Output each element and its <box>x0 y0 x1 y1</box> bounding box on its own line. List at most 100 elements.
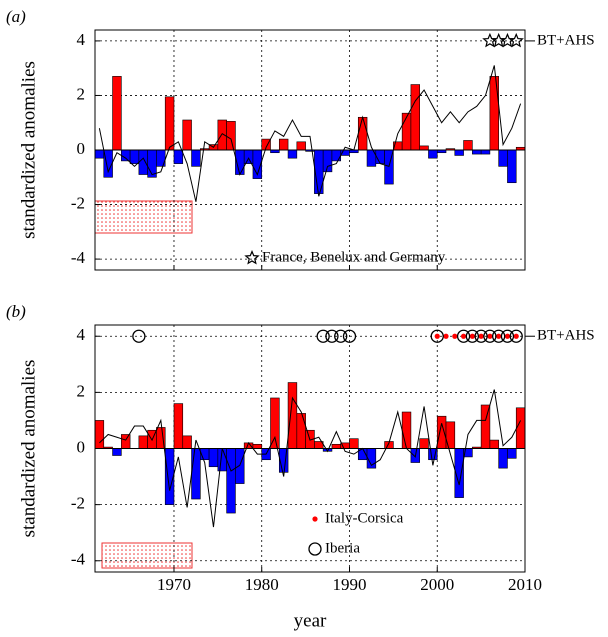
x-axis-label: year <box>294 610 327 631</box>
bar <box>507 448 517 459</box>
x-tick-label: 2010 <box>508 575 542 594</box>
bar <box>401 411 412 449</box>
bar <box>498 448 508 469</box>
bar <box>226 448 236 514</box>
dot-marker <box>460 333 467 339</box>
plot-frame <box>94 29 526 271</box>
star-marker <box>508 32 524 48</box>
dot-marker <box>443 333 449 339</box>
bar <box>243 149 254 164</box>
panel: 4 2 0 -2 -4 France, Benelux and Germany BT+AHS… <box>6 7 595 271</box>
bar <box>278 138 289 151</box>
x-tick-label: 1970 <box>157 575 191 594</box>
bar <box>270 397 280 449</box>
bar <box>235 448 245 484</box>
bar <box>498 149 508 167</box>
y-tick-label: -4 <box>71 248 86 267</box>
bar <box>208 448 219 468</box>
y-tick-label: 2 <box>77 84 86 103</box>
bar <box>410 84 420 151</box>
bar <box>129 149 140 164</box>
bar <box>182 435 192 449</box>
bar <box>112 448 122 456</box>
circle-marker <box>456 329 471 343</box>
y-axis-label: standardized anomalies <box>18 61 39 239</box>
y-tick-label: -2 <box>71 193 85 212</box>
bar <box>375 149 385 164</box>
bar <box>173 403 184 449</box>
y-tick-label: -2 <box>71 494 85 513</box>
bar <box>226 121 236 151</box>
anomaly-line <box>99 389 522 528</box>
bar <box>463 140 473 151</box>
circle-marker <box>342 329 357 343</box>
dot-marker <box>487 333 493 339</box>
bar <box>454 149 464 156</box>
plot-frame <box>94 324 526 573</box>
legend-label: Italy-Corsica <box>325 510 404 526</box>
y-tick-label: 2 <box>77 381 86 400</box>
circle-marker <box>474 329 488 343</box>
bar <box>507 149 517 184</box>
bar <box>164 96 175 151</box>
panel-label: (a) <box>6 7 26 26</box>
dot-marker <box>513 333 519 339</box>
legend-label: France, Benelux and Germany <box>262 249 446 265</box>
bar <box>173 149 184 164</box>
bar <box>480 404 491 449</box>
bar <box>252 443 263 449</box>
anomaly-line <box>98 65 522 202</box>
y-tick-label: 0 <box>77 139 86 158</box>
circle-marker <box>334 329 348 343</box>
circle-marker <box>465 329 479 343</box>
map-inset <box>94 200 193 234</box>
panel-label: (b) <box>6 302 26 321</box>
x-tick-label: 2000 <box>420 575 454 594</box>
legend-symbol <box>312 516 318 522</box>
bar <box>94 420 105 449</box>
map-inset <box>101 542 193 569</box>
bar <box>287 382 298 449</box>
bar <box>472 149 482 155</box>
bar <box>515 407 526 449</box>
legend-symbol <box>308 542 322 556</box>
x-tick-label: 1980 <box>245 575 279 594</box>
y-tick-label: 4 <box>77 325 86 344</box>
bar <box>296 141 306 151</box>
bar <box>322 149 333 173</box>
circle-marker <box>316 329 330 343</box>
bar <box>428 149 438 159</box>
circle-marker <box>483 329 497 343</box>
bar <box>164 448 175 505</box>
bar <box>287 149 298 159</box>
circle-marker <box>430 329 444 343</box>
circle-marker <box>325 329 339 343</box>
bar <box>480 149 491 155</box>
bar <box>357 116 368 151</box>
dot-marker <box>504 333 511 339</box>
bar <box>419 145 429 151</box>
bar <box>401 112 412 151</box>
y-tick-label: -4 <box>71 550 86 569</box>
bar <box>331 149 342 162</box>
circle-marker <box>132 329 146 343</box>
panel: 4 2 0 -2 -4 1970 1980 1990 2000 2010 Italy-Corsica… <box>6 302 595 631</box>
annotation: BT+AHS <box>537 32 595 48</box>
dot-marker <box>452 333 458 339</box>
dot-marker <box>434 333 440 339</box>
bar <box>112 76 122 151</box>
circle-marker <box>492 329 506 343</box>
y-axis-label: standardized anomalies <box>18 360 39 538</box>
legend-symbol <box>244 249 260 265</box>
bar <box>419 438 429 449</box>
circle-marker <box>509 329 523 343</box>
bar <box>191 149 201 167</box>
bar <box>121 434 131 449</box>
bar <box>191 448 201 500</box>
bar <box>94 149 105 159</box>
y-tick-label: 0 <box>77 437 86 456</box>
y-tick-label: 4 <box>77 30 86 49</box>
bar <box>489 439 499 449</box>
bar <box>296 413 306 449</box>
